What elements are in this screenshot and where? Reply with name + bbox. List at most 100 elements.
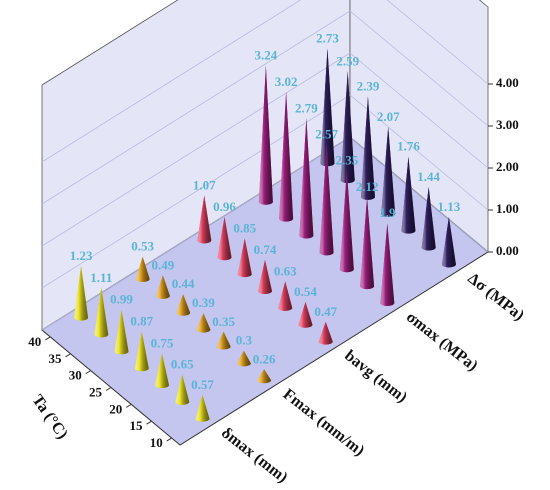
cone-group	[340, 71, 355, 184]
cone-shade	[134, 331, 149, 372]
x-tick-label: 25	[89, 384, 103, 399]
value-label: 3.24	[255, 48, 278, 63]
series-label: bavg (mm)	[341, 347, 410, 406]
cone-group	[360, 96, 375, 200]
cone-group	[441, 216, 456, 268]
cone-shade	[216, 331, 231, 350]
x-tick-label: 20	[109, 401, 122, 416]
value-label: 1.9	[379, 205, 396, 220]
x-tick	[65, 353, 71, 358]
cone-group	[299, 118, 314, 239]
cone-shade	[360, 96, 375, 200]
cone-shade	[318, 321, 333, 345]
cone-shade	[217, 216, 232, 261]
value-label: 2.59	[336, 53, 359, 68]
value-label: 0.35	[212, 314, 235, 329]
cone-shade	[401, 156, 416, 234]
cone-shade	[257, 369, 272, 384]
value-label: 0.49	[152, 257, 175, 272]
cone-shade	[319, 144, 334, 256]
z-tick-label: 3.00	[496, 117, 519, 132]
x-tick-label: 10	[150, 435, 163, 450]
value-label: 2.12	[356, 179, 379, 194]
value-label: 2.35	[335, 153, 358, 168]
x-tick	[125, 403, 132, 408]
value-label: 1.11	[90, 270, 112, 285]
cone-group	[175, 374, 190, 405]
z-tick-label: 1.00	[496, 201, 519, 216]
value-label: 0.53	[131, 239, 154, 254]
cone-shade	[381, 126, 396, 217]
cone-group	[298, 302, 313, 328]
cone-shade	[421, 187, 436, 251]
value-label: 2.79	[295, 100, 318, 115]
cone-shade	[320, 48, 335, 167]
grid-line	[41, 52, 489, 247]
cone-group	[74, 265, 89, 321]
cone-shade	[237, 238, 252, 278]
cone-group	[216, 331, 231, 350]
value-label: 0.26	[253, 351, 276, 366]
value-label: 3.02	[275, 74, 298, 89]
x-tick-label: 40	[28, 334, 41, 349]
value-label: 0.96	[213, 199, 236, 214]
cone-group	[236, 350, 251, 367]
cone-group	[401, 156, 416, 234]
value-label: 2.57	[315, 126, 338, 141]
value-label: 0.74	[254, 242, 277, 257]
value-label: 0.47	[314, 304, 337, 319]
value-label: 1.07	[193, 177, 216, 192]
series-label: Δσ (MPa)	[464, 270, 527, 324]
value-label: 1.23	[70, 248, 93, 263]
cone-group	[155, 353, 170, 389]
x-tick	[85, 370, 92, 375]
cone-group	[318, 321, 333, 345]
value-label: 0.57	[191, 377, 214, 392]
cone-group	[257, 369, 272, 384]
cone-shade	[258, 259, 272, 294]
value-label: 0.87	[130, 314, 153, 329]
cone-shade	[298, 302, 313, 328]
cone-shade	[94, 287, 109, 338]
cone-group	[195, 394, 210, 422]
cones	[74, 48, 456, 422]
cone-group	[421, 187, 436, 251]
cone-shade	[278, 281, 293, 311]
cone-shade	[135, 256, 150, 282]
value-label: 2.07	[377, 109, 400, 124]
cone-group	[380, 223, 395, 306]
cone-shade	[258, 65, 273, 205]
value-label: 0.44	[172, 276, 195, 291]
cone-shade	[197, 195, 212, 244]
cone-group	[197, 195, 212, 244]
cone-shade	[340, 71, 355, 184]
cone-group	[339, 170, 354, 273]
cone-group	[94, 287, 109, 338]
value-label: 2.39	[357, 79, 380, 94]
cone-shade	[236, 350, 251, 367]
value-label: 0.3	[236, 333, 253, 348]
cone-shade	[279, 91, 294, 222]
cone-shade	[175, 374, 190, 405]
cone-group	[279, 91, 294, 222]
cone-group	[217, 216, 232, 261]
value-label: 0.99	[110, 292, 133, 307]
z-tick-label: 0.00	[496, 243, 519, 258]
value-label: 0.85	[233, 220, 256, 235]
x-tick-label: 30	[69, 368, 82, 383]
value-label: 2.73	[316, 31, 339, 46]
value-label: 0.75	[151, 336, 174, 351]
cone-shade	[195, 394, 210, 422]
cone-group	[155, 275, 170, 299]
series-label: Fmax (mm/m)	[280, 386, 368, 460]
cone-group	[258, 65, 273, 205]
cone-shade	[380, 223, 395, 306]
grid-line	[41, 10, 489, 205]
cone-shade	[155, 353, 170, 389]
cone-group	[381, 126, 396, 217]
grid-line	[41, 0, 489, 163]
cone-group	[237, 238, 252, 278]
cone-shade	[155, 275, 170, 299]
cone-group	[176, 294, 191, 316]
